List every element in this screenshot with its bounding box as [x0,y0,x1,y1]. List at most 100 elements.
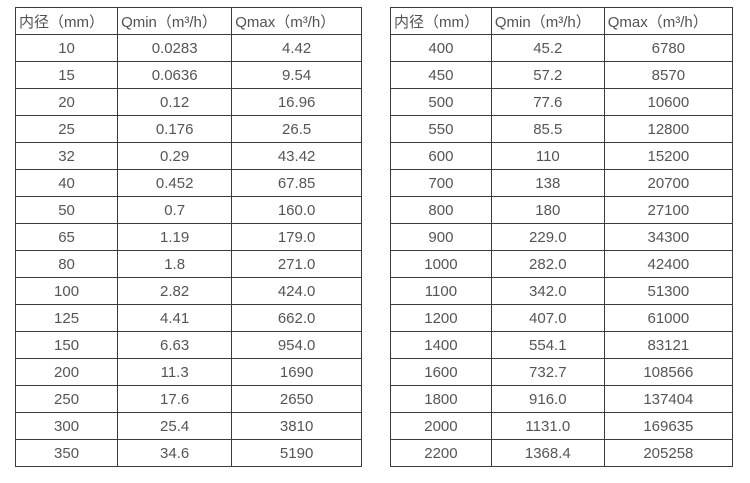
table-cell: 1200 [390,304,492,332]
table-cell: 65 [14,223,119,251]
table-row: 800 180 27100 [390,196,734,224]
table-cell: 229.0 [490,223,605,251]
table-row: 500 77.6 10600 [390,88,734,116]
table-cell: 67.85 [231,169,362,197]
table-row: 900 229.0 34300 [390,223,734,251]
table-cell: 8570 [603,61,734,89]
table-cell: 180 [490,196,605,224]
table-cell: 1100 [390,277,492,305]
table-cell: 0.29 [117,142,233,170]
table-cell: 0.7 [117,196,233,224]
table-cell: 179.0 [231,223,362,251]
table-cell: 250 [14,385,119,413]
table-cell: 1368.4 [490,439,605,467]
table-row: 25 0.176 26.5 [14,115,362,143]
table-cell: 57.2 [490,61,605,89]
table-cell: 27100 [603,196,734,224]
table-cell: 900 [390,223,492,251]
table-cell: 40 [14,169,119,197]
table-cell: 42400 [603,250,734,278]
table-cell: 61000 [603,304,734,332]
table-cell: 10600 [603,88,734,116]
table-cell: 50 [14,196,119,224]
table-row: 20 0.12 16.96 [14,88,362,116]
table-row: 100 2.82 424.0 [14,277,362,305]
table-cell: 916.0 [490,385,605,413]
table-row: 1100 342.0 51300 [390,277,734,305]
table-cell: 2200 [390,439,492,467]
table-cell: 17.6 [117,385,233,413]
table-cell: 732.7 [490,358,605,386]
table-cell: 80 [14,250,119,278]
table-cell: 160.0 [231,196,362,224]
table-row: 150 6.63 954.0 [14,331,362,359]
table-cell: 271.0 [231,250,362,278]
header-inner-diameter: 内径（mm） [14,7,119,35]
table-row: 700 138 20700 [390,169,734,197]
table-cell: 1400 [390,331,492,359]
table-cell: 350 [14,439,119,467]
table-cell: 424.0 [231,277,362,305]
table-cell: 34.6 [117,439,233,467]
table-cell: 20700 [603,169,734,197]
table-cell: 9.54 [231,61,362,89]
table-cell: 450 [390,61,492,89]
table-cell: 500 [390,88,492,116]
table-row: 1800 916.0 137404 [390,385,734,413]
header-qmin: Qmin（m³/h） [117,7,233,35]
table-cell: 200 [14,358,119,386]
header-qmax: Qmax（m³/h） [231,7,362,35]
header-row: 内径（mm） Qmin（m³/h） Qmax（m³/h） [390,7,734,35]
table-cell: 34300 [603,223,734,251]
header-row: 内径（mm） Qmin（m³/h） Qmax（m³/h） [14,7,362,35]
table-cell: 11.3 [117,358,233,386]
table-cell: 1131.0 [490,412,605,440]
table-cell: 554.1 [490,331,605,359]
table-cell: 0.0636 [117,61,233,89]
table-cell: 138 [490,169,605,197]
table-cell: 10 [14,34,119,62]
table-cell: 1.8 [117,250,233,278]
table-row: 65 1.19 179.0 [14,223,362,251]
table-row: 2000 1131.0 169635 [390,412,734,440]
table-cell: 12800 [603,115,734,143]
table-row: 250 17.6 2650 [14,385,362,413]
table-cell: 26.5 [231,115,362,143]
table-cell: 800 [390,196,492,224]
table-cell: 32 [14,142,119,170]
table-cell: 700 [390,169,492,197]
table-cell: 25 [14,115,119,143]
table-cell: 137404 [603,385,734,413]
table-cell: 0.0283 [117,34,233,62]
table-cell: 662.0 [231,304,362,332]
table-row: 40 0.452 67.85 [14,169,362,197]
table-cell: 125 [14,304,119,332]
table-row: 600 110 15200 [390,142,734,170]
table-row: 1600 732.7 108566 [390,358,734,386]
table-row: 125 4.41 662.0 [14,304,362,332]
table-cell: 169635 [603,412,734,440]
table-cell: 6780 [603,34,734,62]
table-cell: 83121 [603,331,734,359]
table-cell: 1.19 [117,223,233,251]
table-cell: 3810 [231,412,362,440]
table-cell: 20 [14,88,119,116]
table-cell: 6.63 [117,331,233,359]
table-cell: 0.12 [117,88,233,116]
table-cell: 300 [14,412,119,440]
table-cell: 15200 [603,142,734,170]
table-cell: 954.0 [231,331,362,359]
table-cell: 1690 [231,358,362,386]
table-cell: 0.176 [117,115,233,143]
table-cell: 2650 [231,385,362,413]
header-qmax: Qmax（m³/h） [603,7,734,35]
table-row: 200 11.3 1690 [14,358,362,386]
header-inner-diameter: 内径（mm） [390,7,492,35]
table-cell: 2.82 [117,277,233,305]
table-cell: 0.452 [117,169,233,197]
table-row: 400 45.2 6780 [390,34,734,62]
table-row: 50 0.7 160.0 [14,196,362,224]
table-cell: 51300 [603,277,734,305]
table-cell: 108566 [603,358,734,386]
